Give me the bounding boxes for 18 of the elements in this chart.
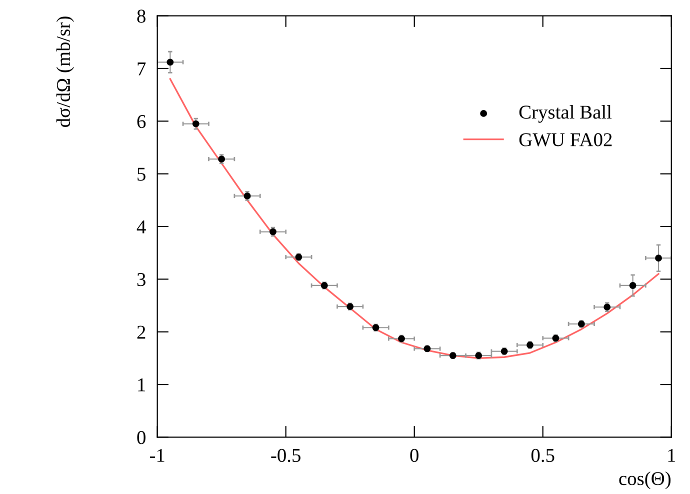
y-tick-label: 1	[138, 378, 146, 392]
x-tick-label: 0.5	[531, 448, 554, 462]
y-tick-label: 0	[137, 431, 146, 444]
y-tick-label: 4	[136, 220, 146, 234]
y-tick-label: 7	[138, 62, 146, 76]
y-axis-title: dσ/dΩ (mb/sr)	[56, 16, 74, 127]
y-tick-label: 3	[137, 273, 146, 286]
y-tick-label: 8	[137, 10, 146, 23]
x-tick-label: -0.5	[271, 448, 300, 462]
x-axis-title: cos(Θ)	[619, 471, 671, 490]
x-tick-label: 1	[668, 448, 676, 462]
y-tick-label: 5	[138, 168, 146, 181]
x-tick-label: -1	[150, 448, 164, 462]
y-tick-label: 2	[137, 326, 146, 339]
x-tick-label: 0	[410, 448, 418, 462]
legend-label: GWU FA02	[519, 133, 612, 146]
y-tick-label: 6	[137, 115, 146, 128]
legend-label: Crystal Ball	[519, 105, 612, 123]
